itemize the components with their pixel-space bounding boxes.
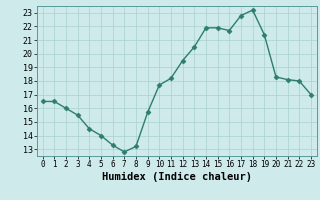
X-axis label: Humidex (Indice chaleur): Humidex (Indice chaleur): [102, 172, 252, 182]
